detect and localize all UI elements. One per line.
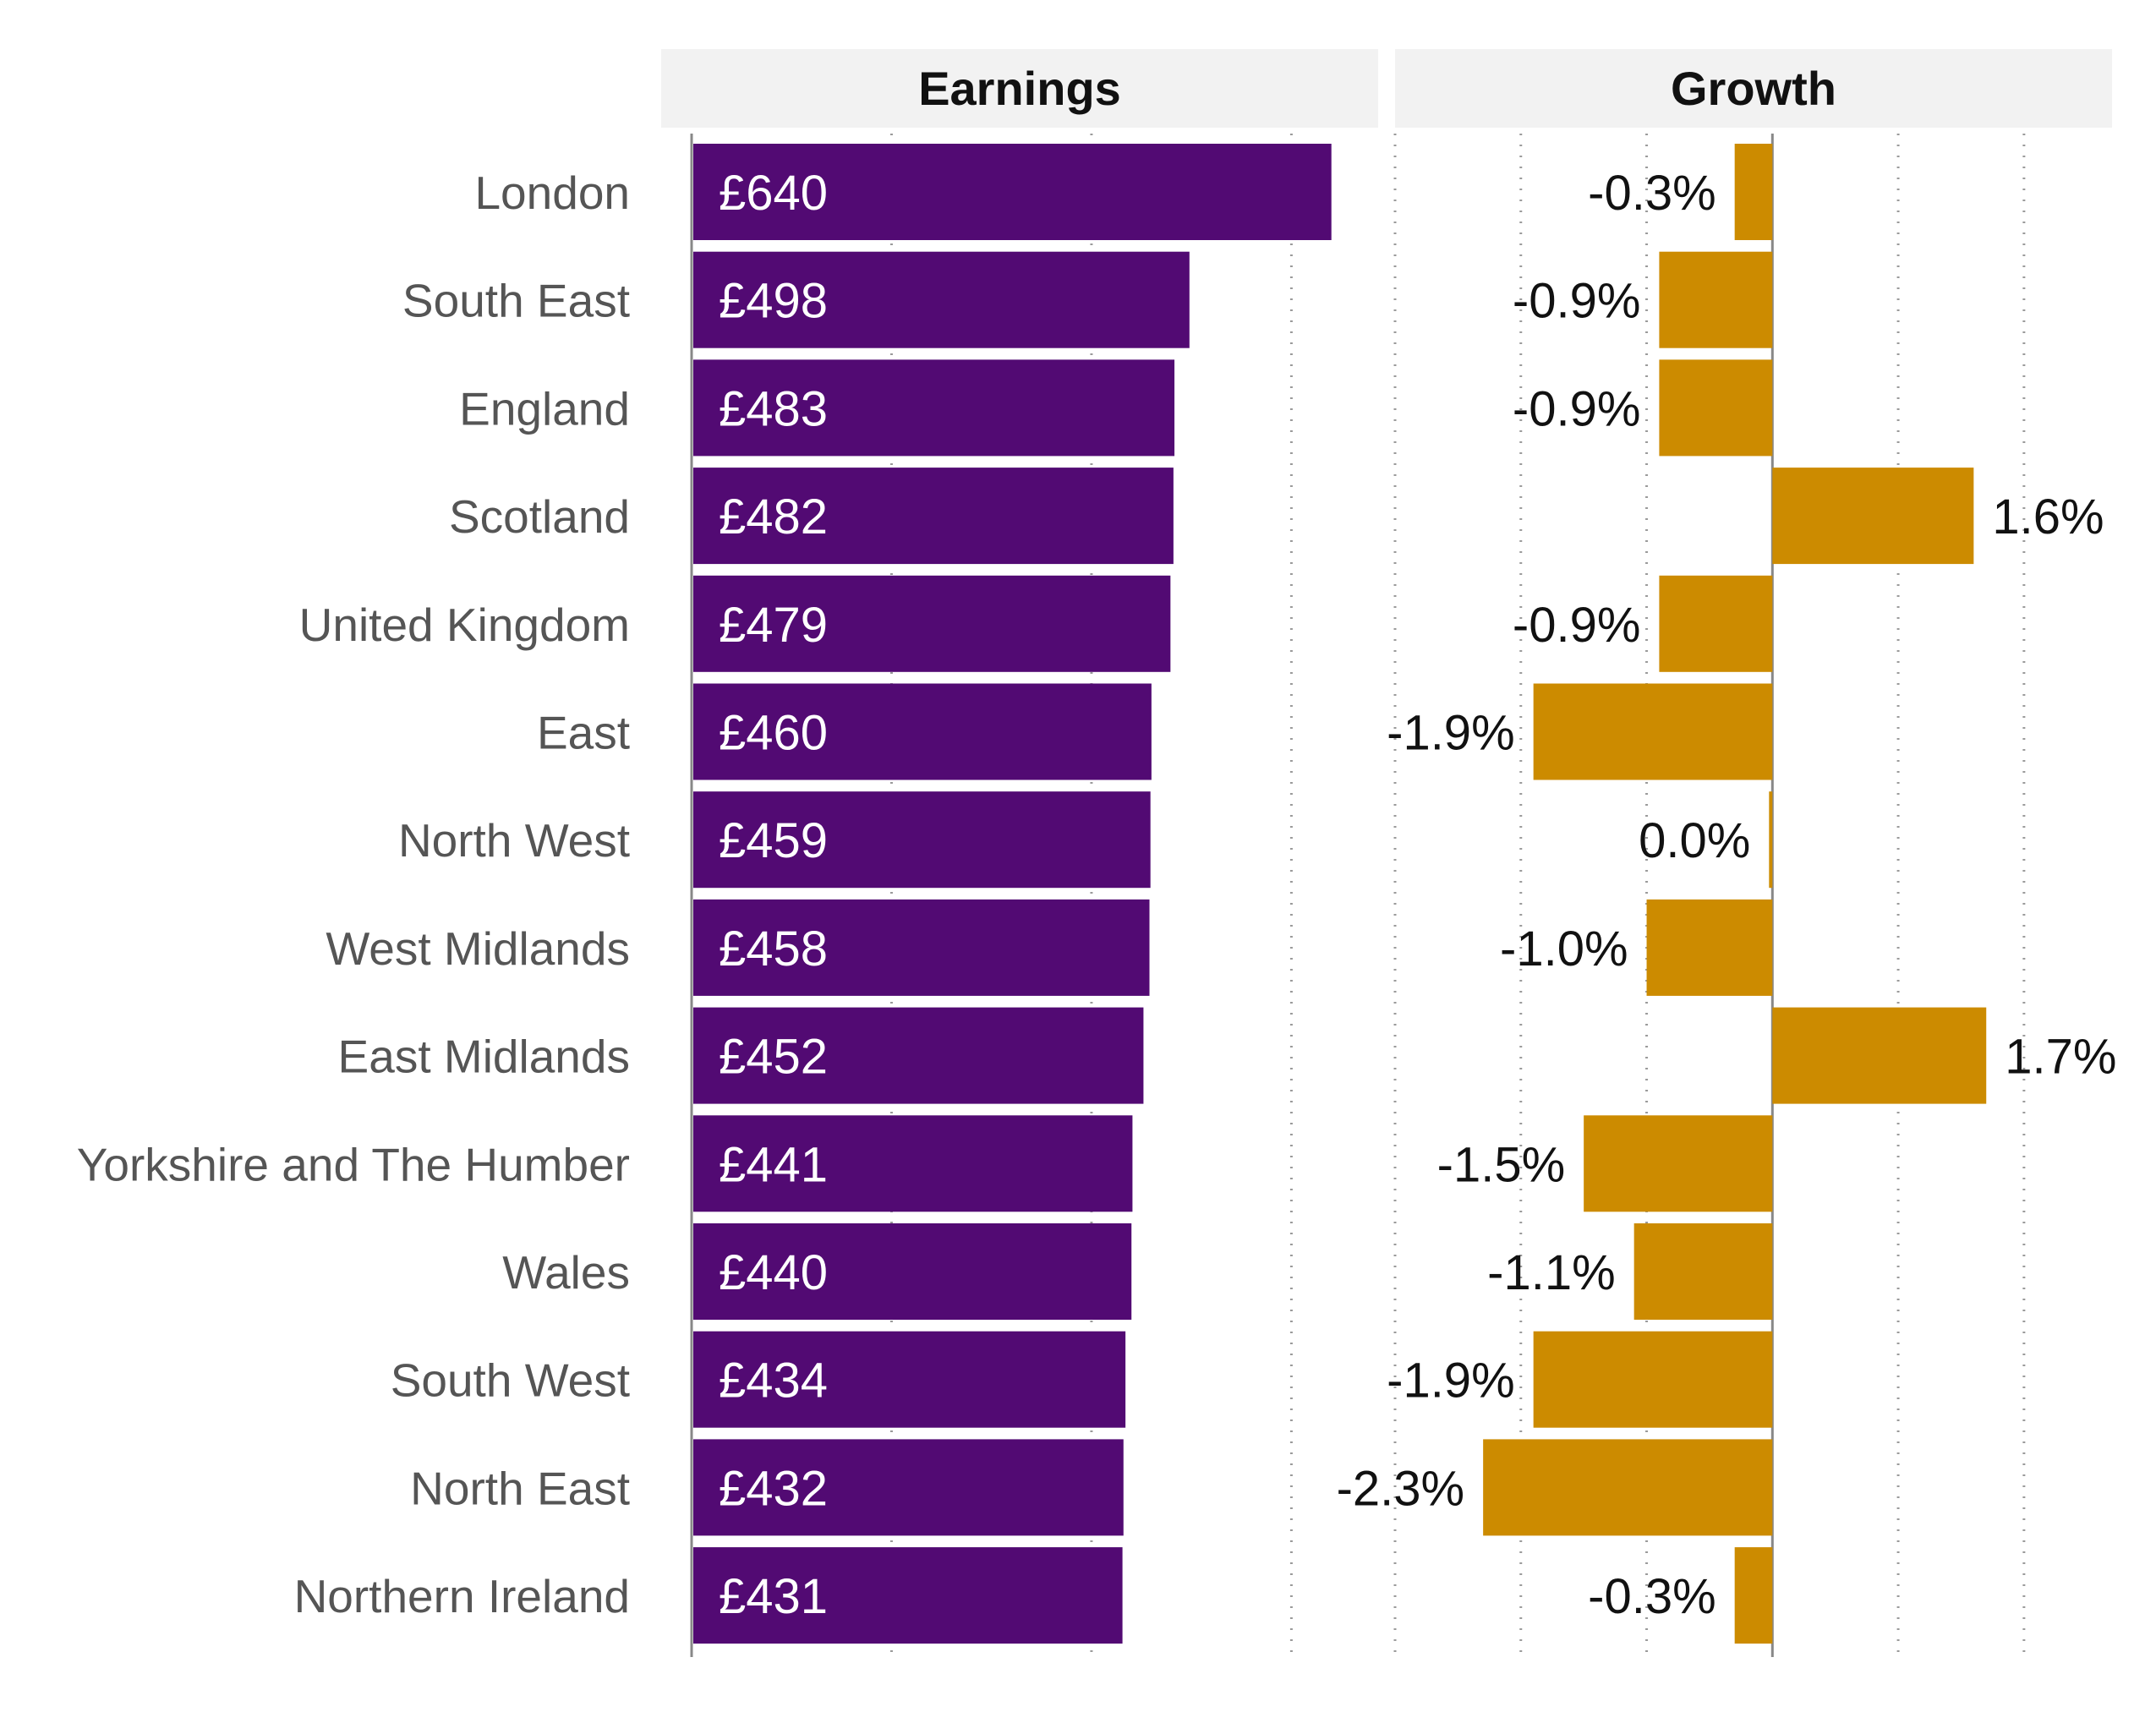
- earnings-value-label-london: £640: [719, 166, 828, 221]
- earnings-value-label-south-west: £434: [719, 1354, 828, 1408]
- earnings-value-label-united-kingdom: £479: [719, 598, 828, 653]
- earnings-value-label-east: £460: [719, 706, 828, 761]
- category-label-north-west: North West: [398, 814, 630, 867]
- panel-header-earnings-title: Earnings: [918, 62, 1121, 115]
- earnings-bar-london: [693, 144, 1332, 240]
- panel-header-growth-background: [1395, 49, 2112, 128]
- growth-bar-north-west: [1769, 791, 1773, 889]
- growth-value-label-london: -0.3%: [1588, 166, 1716, 221]
- category-label-london: London: [474, 167, 630, 219]
- earnings-value-label-east-midlands: £452: [719, 1030, 828, 1085]
- growth-value-label-north-east: -2.3%: [1337, 1461, 1465, 1516]
- category-label-england: England: [459, 382, 630, 435]
- growth-value-label-west-midlands: -1.0%: [1500, 922, 1628, 976]
- earnings-bar-wales: [693, 1223, 1132, 1320]
- growth-value-label-wales: -1.1%: [1487, 1245, 1616, 1300]
- earnings-bar-east-midlands: [693, 1007, 1144, 1104]
- growth-value-label-south-east: -0.9%: [1513, 274, 1641, 329]
- earnings-bar-northern-ireland: [693, 1547, 1123, 1644]
- earnings-value-label-wales: £440: [719, 1245, 828, 1300]
- earnings-value-label-northern-ireland: £431: [719, 1569, 828, 1624]
- growth-bar-west-midlands: [1646, 899, 1773, 996]
- category-label-east-midlands: East Midlands: [338, 1031, 630, 1083]
- growth-bar-south-east: [1659, 251, 1773, 348]
- earnings-value-label-north-east: £432: [719, 1461, 828, 1516]
- growth-bar-north-east: [1483, 1439, 1773, 1536]
- earnings-bar-yorkshire-and-the-humber: [693, 1115, 1133, 1212]
- earnings-bar-north-west: [693, 791, 1151, 889]
- growth-value-label-south-west: -1.9%: [1387, 1354, 1515, 1408]
- category-label-wales: Wales: [502, 1246, 630, 1299]
- earnings-bar-north-east: [693, 1439, 1124, 1536]
- growth-value-label-england: -0.9%: [1513, 381, 1641, 436]
- growth-bar-scotland: [1772, 468, 1974, 565]
- growth-bar-united-kingdom: [1659, 575, 1773, 672]
- category-label-united-kingdom: United Kingdom: [299, 599, 630, 651]
- earnings-value-label-scotland: £482: [719, 490, 828, 544]
- growth-value-label-northern-ireland: -0.3%: [1588, 1569, 1716, 1624]
- bar-layer: [693, 144, 1987, 1644]
- panel-header-earnings-background: [661, 49, 1378, 128]
- earnings-value-label-west-midlands: £458: [719, 922, 828, 976]
- earnings-bar-south-east: [693, 251, 1190, 348]
- growth-bar-east: [1533, 683, 1773, 780]
- label-layer: London £640 -0.3% South East £498 -0.9% Englan…: [77, 166, 2117, 1624]
- growth-value-label-united-kingdom: -0.9%: [1513, 598, 1641, 653]
- earnings-bar-west-midlands: [693, 899, 1150, 996]
- category-label-scotland: Scotland: [449, 490, 630, 543]
- growth-bar-yorkshire-and-the-humber: [1584, 1115, 1773, 1212]
- category-label-south-west: South West: [391, 1354, 630, 1407]
- growth-bar-east-midlands: [1772, 1007, 1987, 1104]
- category-label-north-east: North East: [410, 1462, 630, 1514]
- earnings-bar-scotland: [693, 468, 1174, 565]
- earnings-bar-south-west: [693, 1331, 1126, 1428]
- earnings-value-label-south-east: £498: [719, 274, 828, 329]
- earnings-value-label-north-west: £459: [719, 813, 828, 868]
- growth-bar-wales: [1633, 1223, 1773, 1320]
- earnings-bar-england: [693, 359, 1175, 457]
- category-label-northern-ireland: Northern Ireland: [294, 1570, 630, 1622]
- growth-bar-south-west: [1533, 1331, 1773, 1428]
- growth-value-label-north-west: 0.0%: [1639, 813, 1750, 868]
- earnings-bar-east: [693, 683, 1152, 780]
- earnings-bar-united-kingdom: [693, 575, 1171, 672]
- category-label-south-east: South East: [402, 275, 630, 327]
- earnings-value-label-england: £483: [719, 381, 828, 436]
- category-label-east: East: [537, 707, 630, 759]
- growth-value-label-scotland: 1.6%: [1992, 490, 2104, 544]
- growth-value-label-east: -1.9%: [1387, 706, 1515, 761]
- panel-headers: Earnings Growth: [661, 49, 2112, 128]
- category-label-west-midlands: West Midlands: [326, 922, 630, 975]
- growth-value-label-yorkshire-and-the-humber: -1.5%: [1437, 1137, 1566, 1192]
- growth-value-label-east-midlands: 1.7%: [2005, 1030, 2116, 1085]
- category-label-yorkshire-and-the-humber: Yorkshire and The Humber: [77, 1138, 630, 1190]
- growth-bar-northern-ireland: [1734, 1547, 1773, 1644]
- growth-bar-england: [1659, 359, 1773, 457]
- earnings-value-label-yorkshire-and-the-humber: £441: [719, 1137, 828, 1192]
- growth-bar-london: [1734, 144, 1773, 240]
- panel-header-growth-title: Growth: [1671, 62, 1836, 115]
